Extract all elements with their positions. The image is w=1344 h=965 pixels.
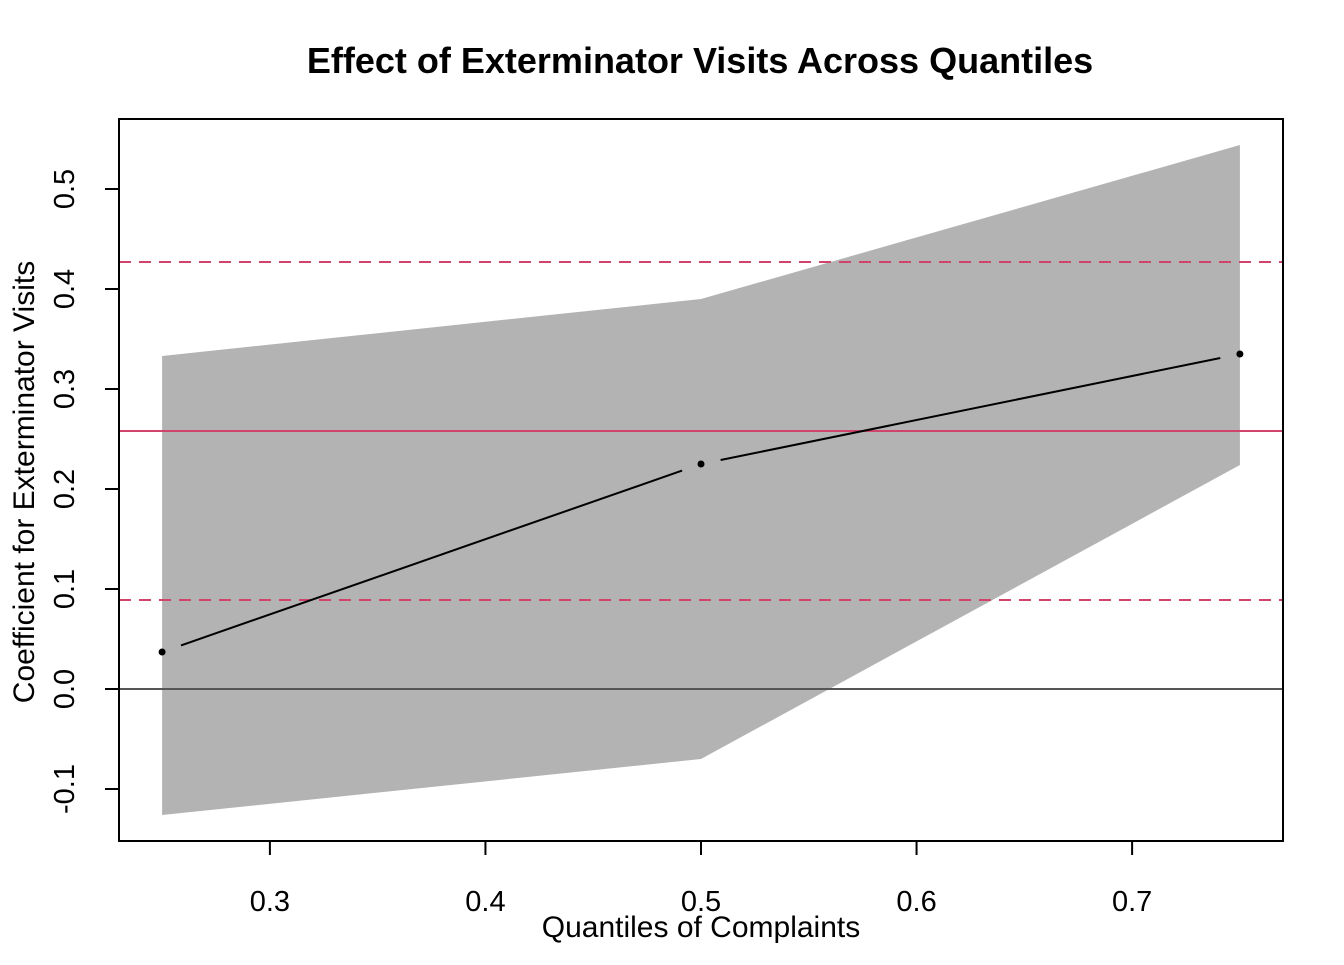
y-tick-label: 0.5 [49,169,81,209]
chart-title: Effect of Exterminator Visits Across Qua… [307,40,1093,81]
data-point [1236,350,1244,358]
y-tick-label: -0.1 [49,764,81,814]
y-tick-label: 0.4 [49,269,81,309]
y-tick-label: 0.2 [49,469,81,509]
y-axis-label: Coefficient for Exterminator Visits [8,261,41,703]
series-line-segment [720,357,1221,461]
y-tick-label: 0.0 [49,669,81,709]
y-tick-label: 0.1 [49,569,81,609]
x-axis-label: Quantiles of Complaints [542,911,861,944]
x-tick-label: 0.6 [896,886,936,918]
plot-area: 0.3 0.4 0.5 0.6 0.7 -0.1 0.0 0.1 0.2 0.3 0.4 0.5 [49,118,1284,918]
confidence-band [162,145,1240,815]
x-tick-label: 0.5 [681,886,721,918]
x-tick-label: 0.3 [250,886,290,918]
y-tick-label: 0.3 [49,369,81,409]
series-line-segment [180,469,683,647]
data-point [697,460,705,468]
x-tick-label: 0.7 [1112,886,1152,918]
data-point [158,648,166,656]
x-tick-label: 0.4 [465,886,505,918]
